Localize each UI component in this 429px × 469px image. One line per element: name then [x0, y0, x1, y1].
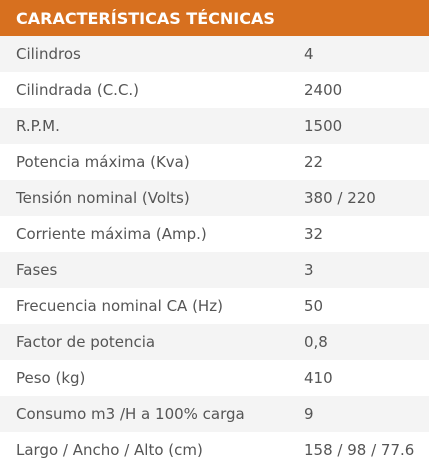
- spec-label: Frecuencia nominal CA (Hz): [0, 288, 304, 324]
- spec-value: 9: [304, 396, 429, 432]
- spec-label: Cilindrada (C.C.): [0, 72, 304, 108]
- spec-value: 158 / 98 / 77.6: [304, 432, 429, 468]
- spec-value: 50: [304, 288, 429, 324]
- spec-row-cilindrada: Cilindrada (C.C.) 2400: [0, 72, 429, 108]
- spec-row-peso: Peso (kg) 410: [0, 360, 429, 396]
- spec-row-consumo: Consumo m3 /H a 100% carga 9: [0, 396, 429, 432]
- spec-row-factor-potencia: Factor de potencia 0,8: [0, 324, 429, 360]
- spec-label: Factor de potencia: [0, 324, 304, 360]
- spec-label: Potencia máxima (Kva): [0, 144, 304, 180]
- spec-label: Cilindros: [0, 36, 304, 72]
- table-header-row: CARACTERÍSTICAS TÉCNICAS: [0, 0, 429, 36]
- spec-row-dimensiones: Largo / Ancho / Alto (cm) 158 / 98 / 77.…: [0, 432, 429, 468]
- spec-label: Corriente máxima (Amp.): [0, 216, 304, 252]
- spec-value: 380 / 220: [304, 180, 429, 216]
- spec-label: Consumo m3 /H a 100% carga: [0, 396, 304, 432]
- table-title: CARACTERÍSTICAS TÉCNICAS: [0, 0, 429, 36]
- spec-row-rpm: R.P.M. 1500: [0, 108, 429, 144]
- spec-label: Largo / Ancho / Alto (cm): [0, 432, 304, 468]
- spec-value: 0,8: [304, 324, 429, 360]
- spec-label: R.P.M.: [0, 108, 304, 144]
- spec-label: Peso (kg): [0, 360, 304, 396]
- spec-row-frecuencia: Frecuencia nominal CA (Hz) 50: [0, 288, 429, 324]
- spec-value: 22: [304, 144, 429, 180]
- spec-label: Fases: [0, 252, 304, 288]
- spec-row-corriente: Corriente máxima (Amp.) 32: [0, 216, 429, 252]
- spec-row-potencia: Potencia máxima (Kva) 22: [0, 144, 429, 180]
- spec-value: 32: [304, 216, 429, 252]
- spec-row-fases: Fases 3: [0, 252, 429, 288]
- spec-value: 410: [304, 360, 429, 396]
- spec-row-tension: Tensión nominal (Volts) 380 / 220: [0, 180, 429, 216]
- spec-label: Tensión nominal (Volts): [0, 180, 304, 216]
- spec-value: 2400: [304, 72, 429, 108]
- spec-row-cilindros: Cilindros 4: [0, 36, 429, 72]
- spec-value: 3: [304, 252, 429, 288]
- spec-value: 4: [304, 36, 429, 72]
- spec-value: 1500: [304, 108, 429, 144]
